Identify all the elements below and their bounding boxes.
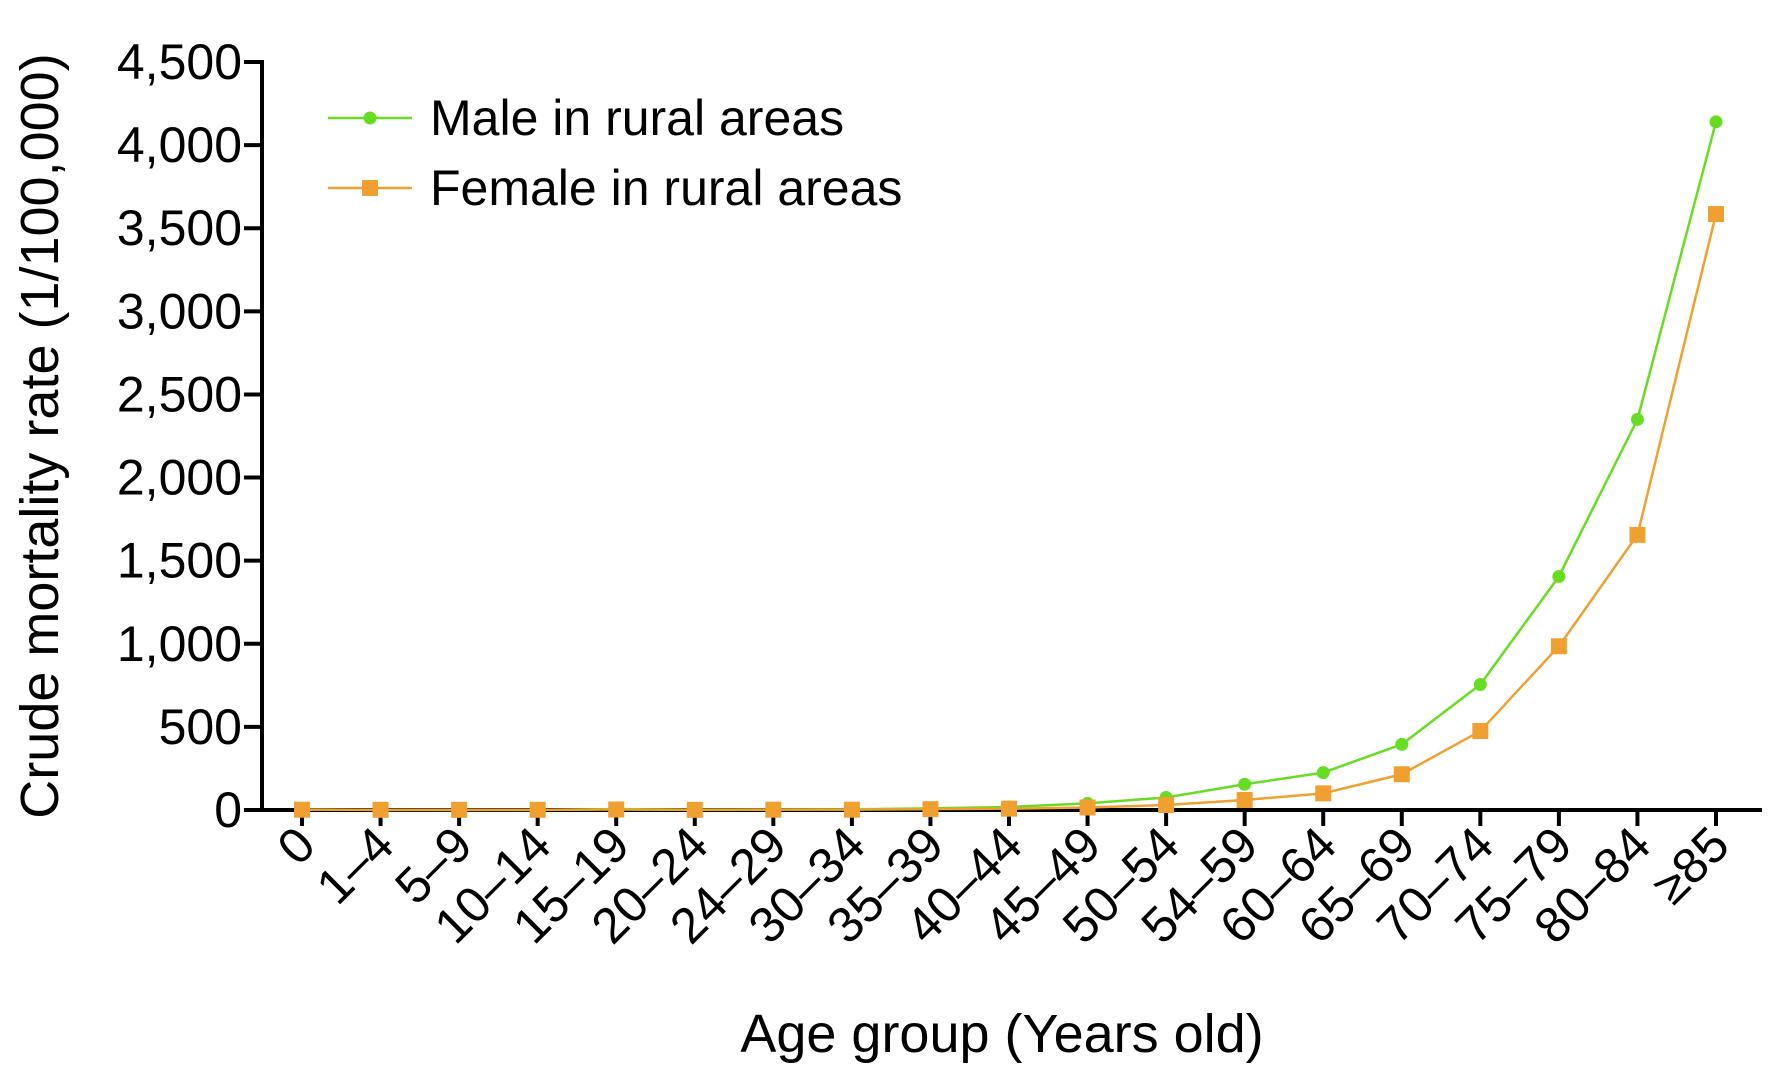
data-point (1552, 569, 1566, 583)
y-tick-label: 1,000 (117, 616, 242, 672)
data-point (686, 801, 703, 818)
series-line (301, 213, 1718, 812)
y-ticks: 0 500 1,000 1,500 2,000 2,500 3,000 3,500 4,000 4… (117, 34, 262, 838)
data-point (1709, 115, 1723, 129)
x-axis-title: Age group (Years old) (740, 1004, 1263, 1064)
data-point (1708, 206, 1724, 223)
series-1 (294, 206, 1724, 818)
x-tick-label: ≥85 (1641, 816, 1739, 914)
data-point (1550, 638, 1567, 655)
legend-item: Female in rural areas (328, 160, 902, 216)
data-point (372, 801, 389, 818)
data-point (1629, 526, 1646, 543)
y-tick-label: 1,500 (117, 533, 242, 589)
y-tick-label: 0 (214, 782, 242, 838)
data-point (922, 801, 939, 818)
x-tick-label: 1–4 (306, 816, 405, 915)
data-point (1079, 799, 1096, 816)
y-tick-label: 2,000 (117, 450, 242, 506)
x-ticks: 01–45–910–1415–1920–2424–2930–3435–3940–… (267, 810, 1740, 954)
y-tick-label: 3,500 (117, 200, 242, 256)
data-point (608, 801, 625, 818)
legend-item: Male in rural areas (328, 90, 844, 146)
y-tick-label: 500 (159, 699, 242, 755)
series-0 (295, 115, 1723, 817)
legend: Male in rural areas Female in rural areas (328, 90, 902, 216)
y-tick-label: 4,500 (117, 34, 242, 90)
data-point (294, 801, 310, 818)
y-tick-label: 4,000 (117, 117, 242, 173)
data-point (1473, 678, 1487, 692)
y-tick-label: 3,000 (117, 283, 242, 339)
data-point (1001, 800, 1017, 817)
legend-label: Male in rural areas (430, 90, 844, 146)
series-layer (294, 115, 1724, 818)
data-point (451, 801, 468, 818)
data-point (1395, 737, 1409, 751)
data-point (765, 801, 782, 818)
legend-label: Female in rural areas (430, 160, 902, 216)
data-point (1472, 723, 1489, 740)
y-axis-title: Crude mortality rate (1/100,000) (10, 53, 70, 818)
data-point (1238, 777, 1252, 791)
data-point (843, 801, 860, 818)
data-point (529, 801, 546, 818)
data-point (1315, 785, 1332, 802)
data-point (1393, 766, 1410, 783)
data-point (1158, 797, 1175, 814)
y-tick-label: 2,500 (117, 366, 242, 422)
legend-marker (363, 111, 377, 125)
legend-marker (362, 180, 378, 196)
data-point (1316, 766, 1330, 780)
data-point (1630, 412, 1644, 426)
data-point (1236, 792, 1253, 809)
